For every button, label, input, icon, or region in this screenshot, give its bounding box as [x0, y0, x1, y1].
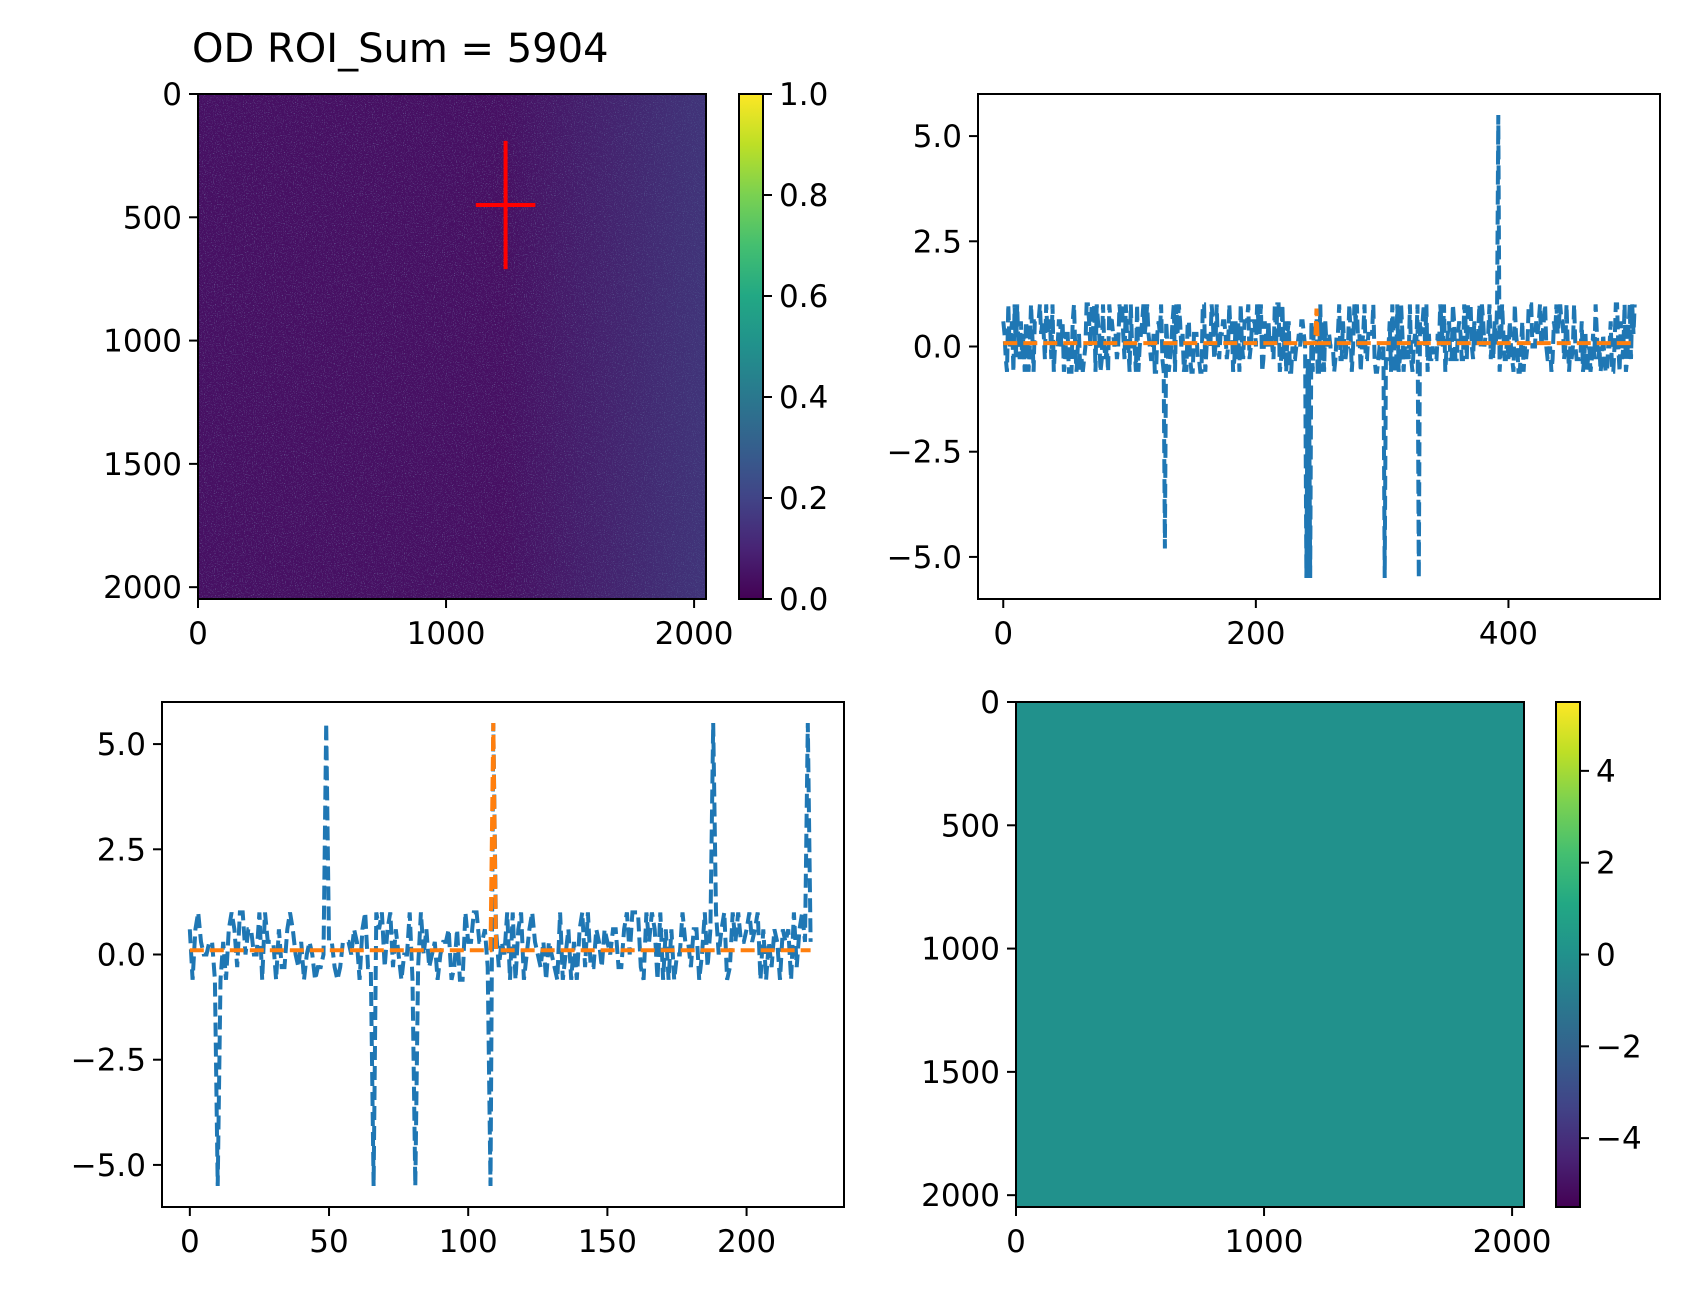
od-colorbar-tick-label: 0.6 [779, 279, 828, 315]
vertical-profile-xtick-label: 0 [180, 1224, 200, 1260]
od-colorbar-tick-label: 1.0 [779, 77, 828, 113]
horizontal-profile-series-1-line [1001, 114, 1637, 579]
diff-image-panel: 0 1000 2000 0 500 1000 1500 2000 [921, 685, 1551, 1260]
vertical-profile-ytick-label: 0.0 [97, 938, 146, 974]
vertical-profile-xtick-label: 200 [717, 1224, 776, 1260]
vertical-profile-ytick-label: −5.0 [71, 1148, 146, 1184]
od-image-ytick-label: 1500 [103, 447, 182, 483]
horizontal-profile-ytick-label: 2.5 [913, 224, 962, 260]
diff-image-ytick-label: 2000 [921, 1178, 1000, 1214]
diff-image-ytick-label: 1000 [921, 932, 1000, 968]
od-image-xtick-label: 1000 [407, 616, 486, 652]
vertical-profile-ytick-label: 5.0 [97, 727, 146, 763]
diff-image-xtick-label: 2000 [1473, 1224, 1552, 1260]
od-image-frame [197, 93, 707, 600]
diff-colorbar-tick-label: 2 [1596, 846, 1616, 882]
vertical-profile-ytick-label: 2.5 [97, 832, 146, 868]
diff-colorbar: −4 −2 0 2 4 [1555, 701, 1642, 1208]
diff-image-heatmap [1015, 701, 1525, 1208]
od-colorbar-gradient [738, 93, 764, 600]
vertical-profile-series-1-line [187, 722, 813, 1187]
vertical-profile-xtick-label: 150 [578, 1224, 637, 1260]
vertical-profile-panel: 0 50 100 150 200 5.0 2.5 0.0 −2.5 −5.0 [71, 701, 845, 1260]
vertical-profile-xtick-label: 100 [439, 1224, 498, 1260]
vertical-profile-xtick-label: 50 [309, 1224, 348, 1260]
od-image-ytick-label: 1000 [103, 324, 182, 360]
diff-colorbar-tick-label: 0 [1596, 938, 1616, 974]
diff-image-xtick-label: 0 [1006, 1224, 1026, 1260]
diff-image-ytick-label: 0 [980, 685, 1000, 721]
diff-colorbar-tick-label: −4 [1596, 1121, 1642, 1157]
roi-cross-marker [475, 140, 536, 270]
horizontal-profile-ytick-label: −2.5 [887, 435, 962, 471]
horizontal-profile-xtick-label: 0 [993, 616, 1013, 652]
diff-colorbar-gradient [1555, 701, 1581, 1208]
od-colorbar-tick-label: 0.0 [779, 582, 828, 618]
horizontal-profile-ytick-label: 5.0 [913, 119, 962, 155]
diff-colorbar-tick-label: 4 [1596, 754, 1616, 790]
od-image-ytick-label: 0 [162, 77, 182, 113]
vertical-profile-series-2-line [189, 722, 811, 953]
horizontal-profile-series-2-line [1003, 308, 1635, 346]
od-image-xtick-label: 0 [188, 616, 208, 652]
diff-image-xtick-label: 1000 [1225, 1224, 1304, 1260]
diff-image-ytick-label: 500 [941, 808, 1000, 844]
horizontal-profile-ytick-label: −5.0 [887, 540, 962, 576]
od-colorbar-tick-label: 0.8 [779, 178, 828, 214]
horizontal-profile-ytick-label: 0.0 [913, 330, 962, 366]
horizontal-profile-xtick-label: 400 [1479, 616, 1538, 652]
od-image-ytick-label: 2000 [103, 570, 182, 606]
od-image-title: OD ROI_Sum = 5904 [192, 26, 609, 72]
od-colorbar: 0.0 0.2 0.4 0.6 0.8 1.0 [738, 77, 828, 618]
diff-image-ytick-label: 1500 [921, 1055, 1000, 1091]
od-colorbar-tick-label: 0.4 [779, 380, 828, 416]
horizontal-profile-panel: 0 200 400 5.0 2.5 0.0 −2.5 −5.0 [887, 93, 1661, 652]
od-image-edge-glow [198, 94, 706, 599]
diff-colorbar-tick-label: −2 [1596, 1029, 1642, 1065]
od-colorbar-tick-label: 0.2 [779, 481, 828, 517]
od-image-panel: OD ROI_Sum = 5904 0 1000 2000 0 500 1000 1500… [103, 26, 733, 652]
horizontal-profile-xtick-label: 200 [1226, 616, 1285, 652]
vertical-profile-ytick-label: −2.5 [71, 1043, 146, 1079]
od-image-ytick-label: 500 [123, 200, 182, 236]
od-image-xtick-label: 2000 [655, 616, 734, 652]
